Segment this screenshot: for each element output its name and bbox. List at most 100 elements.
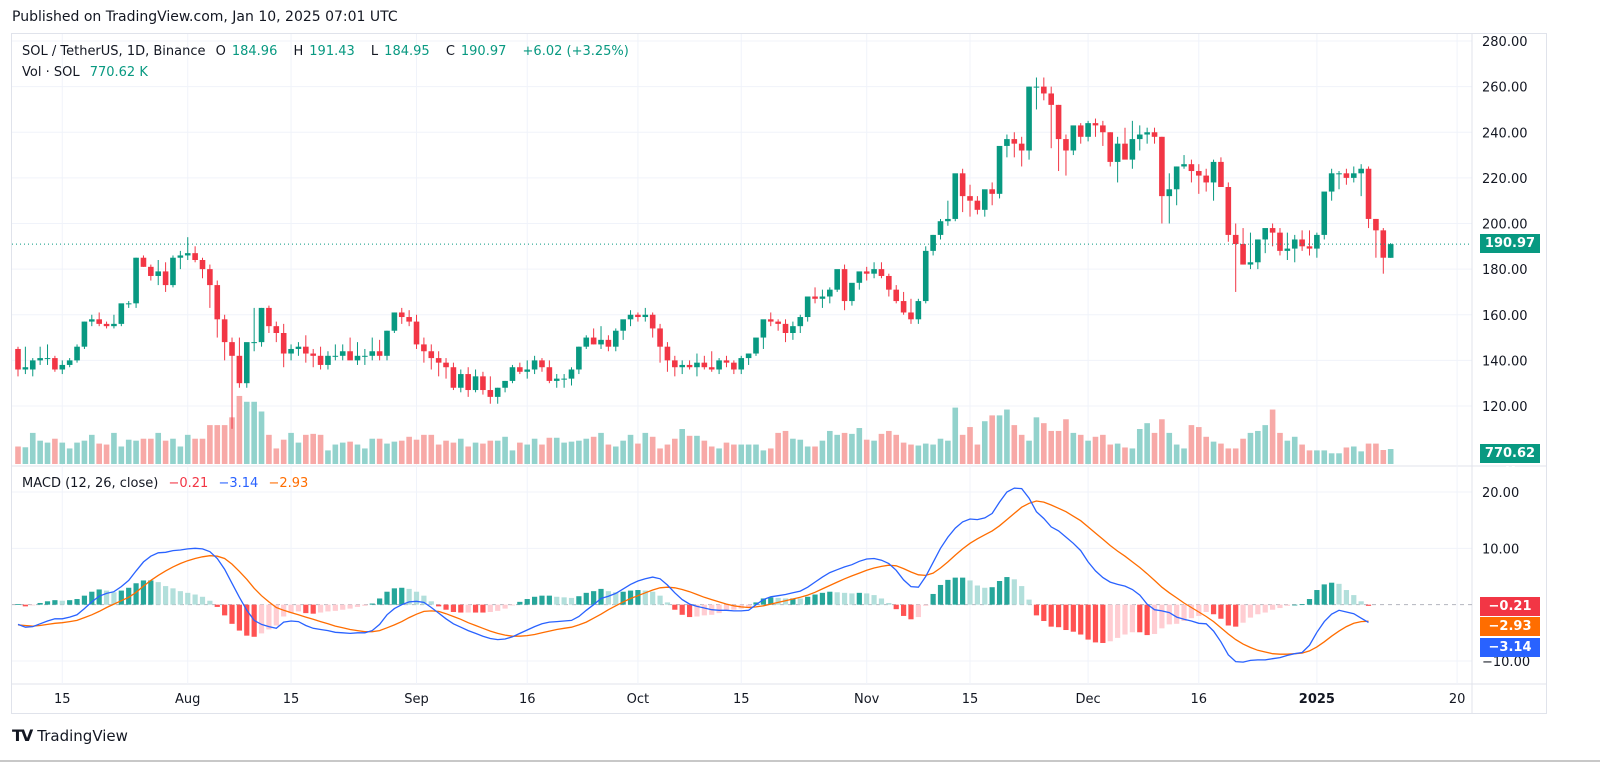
volume-bar bbox=[443, 440, 449, 464]
volume-bar bbox=[229, 417, 235, 464]
signal-tag: −2.93 bbox=[1480, 617, 1540, 636]
volume-bar bbox=[679, 429, 685, 464]
volume-bar bbox=[1159, 419, 1165, 464]
candle-body bbox=[66, 360, 73, 365]
macd-pane bbox=[12, 487, 1472, 663]
volume-bar bbox=[1218, 443, 1224, 464]
candle-body bbox=[125, 303, 132, 305]
macd-histogram-bar bbox=[834, 592, 840, 605]
macd-histogram-bar bbox=[369, 603, 375, 605]
candle-body bbox=[1284, 248, 1291, 251]
candle-body bbox=[561, 378, 567, 380]
macd-histogram-bar bbox=[81, 595, 88, 605]
volume-bar bbox=[1336, 453, 1342, 464]
volume-bar bbox=[1136, 429, 1143, 464]
volume-bar bbox=[177, 446, 184, 464]
volume-bar bbox=[568, 441, 575, 464]
tradingview-logo-icon[interactable]: TV bbox=[12, 726, 33, 745]
volume-bar bbox=[1151, 432, 1158, 464]
candle-body bbox=[1173, 166, 1180, 190]
volume-bar bbox=[221, 425, 228, 464]
macd-histogram-bar bbox=[148, 580, 154, 605]
brand-name[interactable]: TradingView bbox=[37, 726, 128, 745]
candle-body bbox=[339, 351, 346, 356]
candle-body bbox=[391, 312, 398, 331]
candle-body bbox=[1373, 218, 1379, 231]
macd-histogram-bar bbox=[568, 597, 575, 605]
grid bbox=[12, 34, 1547, 713]
candle-body bbox=[89, 319, 95, 322]
macd-histogram-bar bbox=[1351, 595, 1357, 605]
candle-body bbox=[1100, 125, 1106, 133]
volume-bar bbox=[834, 434, 840, 464]
volume-bar bbox=[922, 443, 929, 464]
macd-histogram-bar bbox=[937, 584, 944, 605]
volume-bar bbox=[140, 438, 147, 464]
volume-bar bbox=[620, 440, 626, 464]
volume-bar bbox=[376, 438, 383, 464]
macd-histogram-bar bbox=[996, 581, 1003, 605]
volume-bar bbox=[1299, 444, 1305, 464]
macd-histogram-bar bbox=[1085, 604, 1091, 640]
candle-body bbox=[480, 376, 486, 391]
volume-bar bbox=[871, 440, 877, 464]
volume-bar bbox=[29, 432, 36, 464]
volume-bar bbox=[59, 442, 66, 464]
macd-histogram-bar bbox=[214, 604, 220, 607]
volume-bar bbox=[642, 432, 649, 464]
macd-histogram-bar bbox=[1255, 604, 1261, 615]
macd-histogram-bar bbox=[310, 604, 316, 614]
candle-body bbox=[886, 275, 892, 290]
macd-histogram-bar bbox=[1041, 604, 1047, 622]
macd-histogram-bar bbox=[1033, 604, 1040, 616]
volume-bar bbox=[384, 443, 390, 464]
open-label: O bbox=[215, 44, 226, 59]
volume-bar bbox=[1343, 447, 1350, 464]
macd-histogram-bar bbox=[436, 604, 442, 607]
macd-histogram-bar bbox=[1233, 604, 1239, 627]
candle-body bbox=[524, 369, 531, 372]
volume-bar bbox=[391, 441, 398, 464]
symbol-name[interactable]: SOL / TetherUS, 1D, Binance bbox=[22, 44, 206, 59]
volume-bar bbox=[280, 439, 287, 464]
bottom-divider bbox=[0, 760, 1600, 762]
volume-bar bbox=[258, 411, 265, 464]
macd-histogram-bar bbox=[450, 604, 457, 612]
macd-histogram-bar bbox=[155, 582, 161, 605]
candle-body bbox=[930, 234, 936, 251]
macd-histogram-bar bbox=[472, 604, 479, 613]
volume-bar bbox=[1373, 443, 1379, 464]
candle-body bbox=[384, 330, 390, 356]
volume-label[interactable]: Vol · SOL bbox=[22, 65, 80, 80]
volume-bar bbox=[576, 440, 582, 464]
volume-bar bbox=[1358, 451, 1364, 464]
candle-body bbox=[37, 358, 43, 361]
candle-body bbox=[332, 355, 339, 357]
candle-body bbox=[192, 253, 198, 260]
candle-body bbox=[553, 378, 560, 381]
macd-histogram-bar bbox=[303, 604, 309, 614]
candle-body bbox=[111, 323, 117, 327]
volume-bar bbox=[996, 415, 1003, 464]
last-price-tag: 190.97 bbox=[1480, 234, 1540, 253]
candle-body bbox=[236, 355, 243, 384]
volume-bar bbox=[1018, 434, 1025, 464]
macd-histogram-bar bbox=[1225, 604, 1231, 626]
price-axis: 280.00 260.00 240.00 220.00 200.00 180.00 160.… bbox=[1482, 35, 1530, 670]
macd-label[interactable]: MACD (12, 26, close) bbox=[22, 476, 159, 491]
volume-bar bbox=[74, 442, 80, 464]
macd-histogram-bar bbox=[1188, 604, 1195, 619]
macd-histogram-bar bbox=[1181, 604, 1187, 622]
volume-bar bbox=[273, 448, 280, 464]
candle-body bbox=[531, 360, 538, 370]
volume-bar bbox=[494, 440, 501, 464]
volume-bar bbox=[1144, 423, 1150, 464]
symbol-legend: SOL / TetherUS, 1D, Binance O 184.96 H 191… bbox=[22, 44, 635, 59]
low-label: L bbox=[370, 44, 379, 59]
candle-body bbox=[29, 360, 36, 370]
macd-histogram-bar bbox=[1314, 590, 1320, 605]
candle-body bbox=[738, 358, 745, 370]
candle-body bbox=[871, 269, 877, 274]
macd-histogram-bar bbox=[768, 597, 774, 605]
